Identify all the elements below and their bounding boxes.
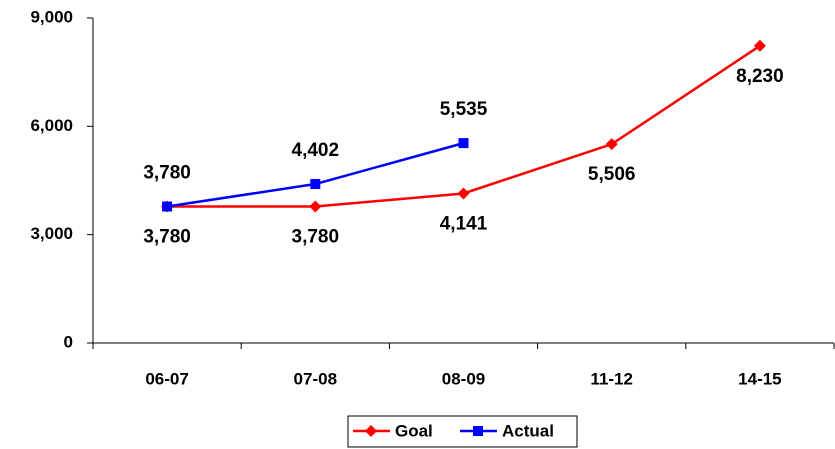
y-tick-label: 3,000 — [30, 224, 73, 243]
x-tick-label: 08-09 — [442, 369, 485, 388]
series-line — [167, 44, 761, 208]
value-label: 4,141 — [440, 213, 488, 234]
y-tick-label: 0 — [64, 332, 73, 351]
marker — [162, 201, 173, 212]
value-label: 5,506 — [588, 164, 636, 185]
x-tick-label: 06-07 — [145, 369, 188, 388]
x-tick-label: 11-12 — [590, 369, 633, 388]
marker — [458, 138, 469, 149]
legend-label: Actual — [502, 421, 554, 440]
value-label: 5,535 — [440, 99, 488, 120]
marker — [365, 425, 377, 437]
value-label: 3,780 — [292, 227, 340, 248]
marker — [310, 179, 321, 190]
x-tick-label: 14-15 — [738, 369, 781, 388]
value-label: 3,780 — [143, 163, 191, 184]
x-tick-label: 07-08 — [294, 369, 337, 388]
y-tick-label: 9,000 — [30, 7, 73, 26]
value-label: 8,230 — [736, 66, 784, 87]
marker — [309, 200, 322, 213]
marker — [753, 39, 766, 52]
marker — [605, 138, 618, 151]
legend-label: Goal — [395, 421, 433, 440]
marker — [473, 426, 483, 436]
marker — [457, 187, 470, 200]
y-tick-label: 6,000 — [30, 116, 73, 135]
value-label: 3,780 — [143, 227, 191, 248]
value-label: 4,402 — [292, 140, 340, 161]
